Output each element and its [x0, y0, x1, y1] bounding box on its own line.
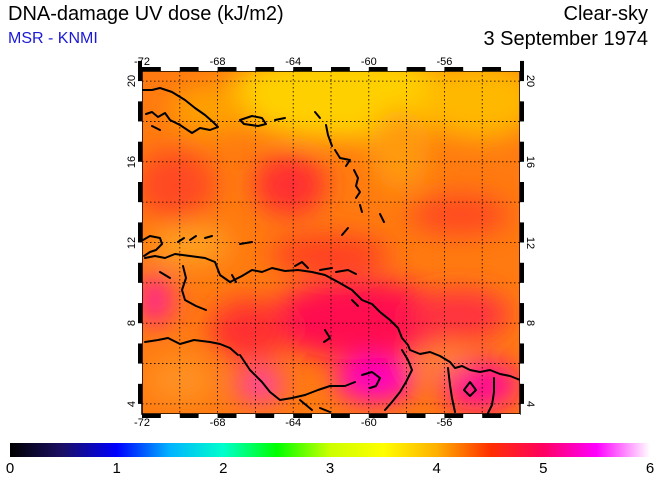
lat-tick-label-left: 16 [126, 155, 138, 168]
map-title: DNA-damage UV dose (kJ/m2) [8, 3, 284, 25]
frame-ticks [138, 60, 524, 418]
lon-tick-label-bottom: -56 [436, 417, 453, 429]
colorbar [10, 443, 650, 457]
lon-tick-label-top: -72 [134, 56, 150, 68]
lat-tick-label-right: 12 [524, 236, 536, 249]
lon-tick-label-bottom: -64 [285, 417, 302, 429]
colorbar-tick-label: 0 [5, 460, 15, 477]
lon-tick-label-bottom: -68 [209, 417, 226, 429]
lat-tick-label-right: 8 [524, 320, 536, 327]
lat-tick-label-right: 16 [524, 155, 536, 168]
uv-field [142, 71, 520, 414]
lon-tick-label-top: -64 [285, 56, 302, 68]
colorbar-tick-label: 5 [539, 460, 548, 477]
lon-tick-label-top: -56 [436, 56, 453, 68]
colorbar-tick-label: 1 [112, 460, 121, 477]
lat-tick-label-left: 8 [126, 320, 138, 327]
lat-tick-label-left: 12 [126, 236, 138, 249]
lat-tick-label-right: 20 [524, 74, 536, 88]
source-label: MSR - KNMI [8, 30, 98, 47]
lat-tick-label-left: 20 [126, 74, 138, 88]
date-label: 3 September 1974 [483, 28, 648, 50]
colorbar-tick-label: 2 [219, 460, 228, 477]
coastlines [142, 87, 520, 414]
colorbar-tick-label: 6 [645, 460, 655, 477]
lon-tick-label-bottom: -60 [360, 417, 377, 429]
lon-tick-label-top: -60 [360, 56, 377, 68]
lat-tick-label-left: 4 [126, 400, 138, 407]
sky-mode-label: Clear-sky [563, 3, 648, 25]
lat-tick-label-right: 4 [524, 400, 536, 407]
colorbar-tick-label: 4 [432, 460, 441, 477]
lon-tick-label-bottom: -72 [134, 417, 150, 429]
lon-tick-label-top: -68 [209, 56, 226, 68]
colorbar-tick-label: 3 [325, 460, 335, 477]
